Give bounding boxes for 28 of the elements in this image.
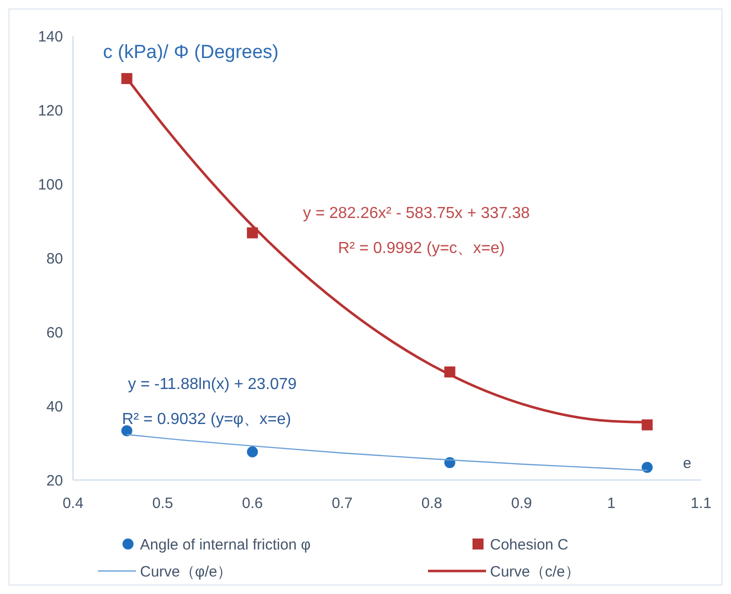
x-axis-title: e <box>683 455 692 472</box>
x-tick-label: 0.5 <box>152 495 174 512</box>
x-tick-label: 0.8 <box>421 495 442 512</box>
y-tick-label: 100 <box>38 176 63 194</box>
legend-label: Cohesion C <box>490 536 569 554</box>
annotation: R² = 0.9992 (y=c、x=e) <box>338 240 505 257</box>
y-tick-label: 60 <box>46 324 63 342</box>
point <box>246 446 258 458</box>
y-tick-label: 80 <box>46 250 63 268</box>
x-tick-label: 0.6 <box>242 495 263 512</box>
x-tick-label: 1.1 <box>690 495 712 512</box>
point <box>642 462 653 473</box>
annotation: R² = 0.9032 (y=φ、x=e) <box>122 411 292 428</box>
point <box>121 425 132 436</box>
annotation: y = 282.26x² - 583.75x + 337.38 <box>303 205 530 222</box>
y-axis-title: c (kPa)/ Φ (Degrees) <box>103 42 279 63</box>
y-tick-label: 120 <box>38 102 63 120</box>
legend-label: Curve（c/e） <box>490 563 580 580</box>
legend-label: Curve（φ/e） <box>140 563 232 580</box>
x-tick-label: 0.9 <box>511 495 532 512</box>
y-tick-label: 40 <box>46 398 63 416</box>
annotation: y = -11.88ln(x) + 23.079 <box>128 376 297 393</box>
y-tick-label: 20 <box>46 472 63 490</box>
x-tick-label: 1 <box>607 495 616 512</box>
x-tick-label: 0.4 <box>62 495 84 512</box>
x-tick-label: 0.7 <box>332 495 353 512</box>
legend-label: Angle of internal friction φ <box>140 536 311 554</box>
y-tick-label: 140 <box>38 28 63 46</box>
